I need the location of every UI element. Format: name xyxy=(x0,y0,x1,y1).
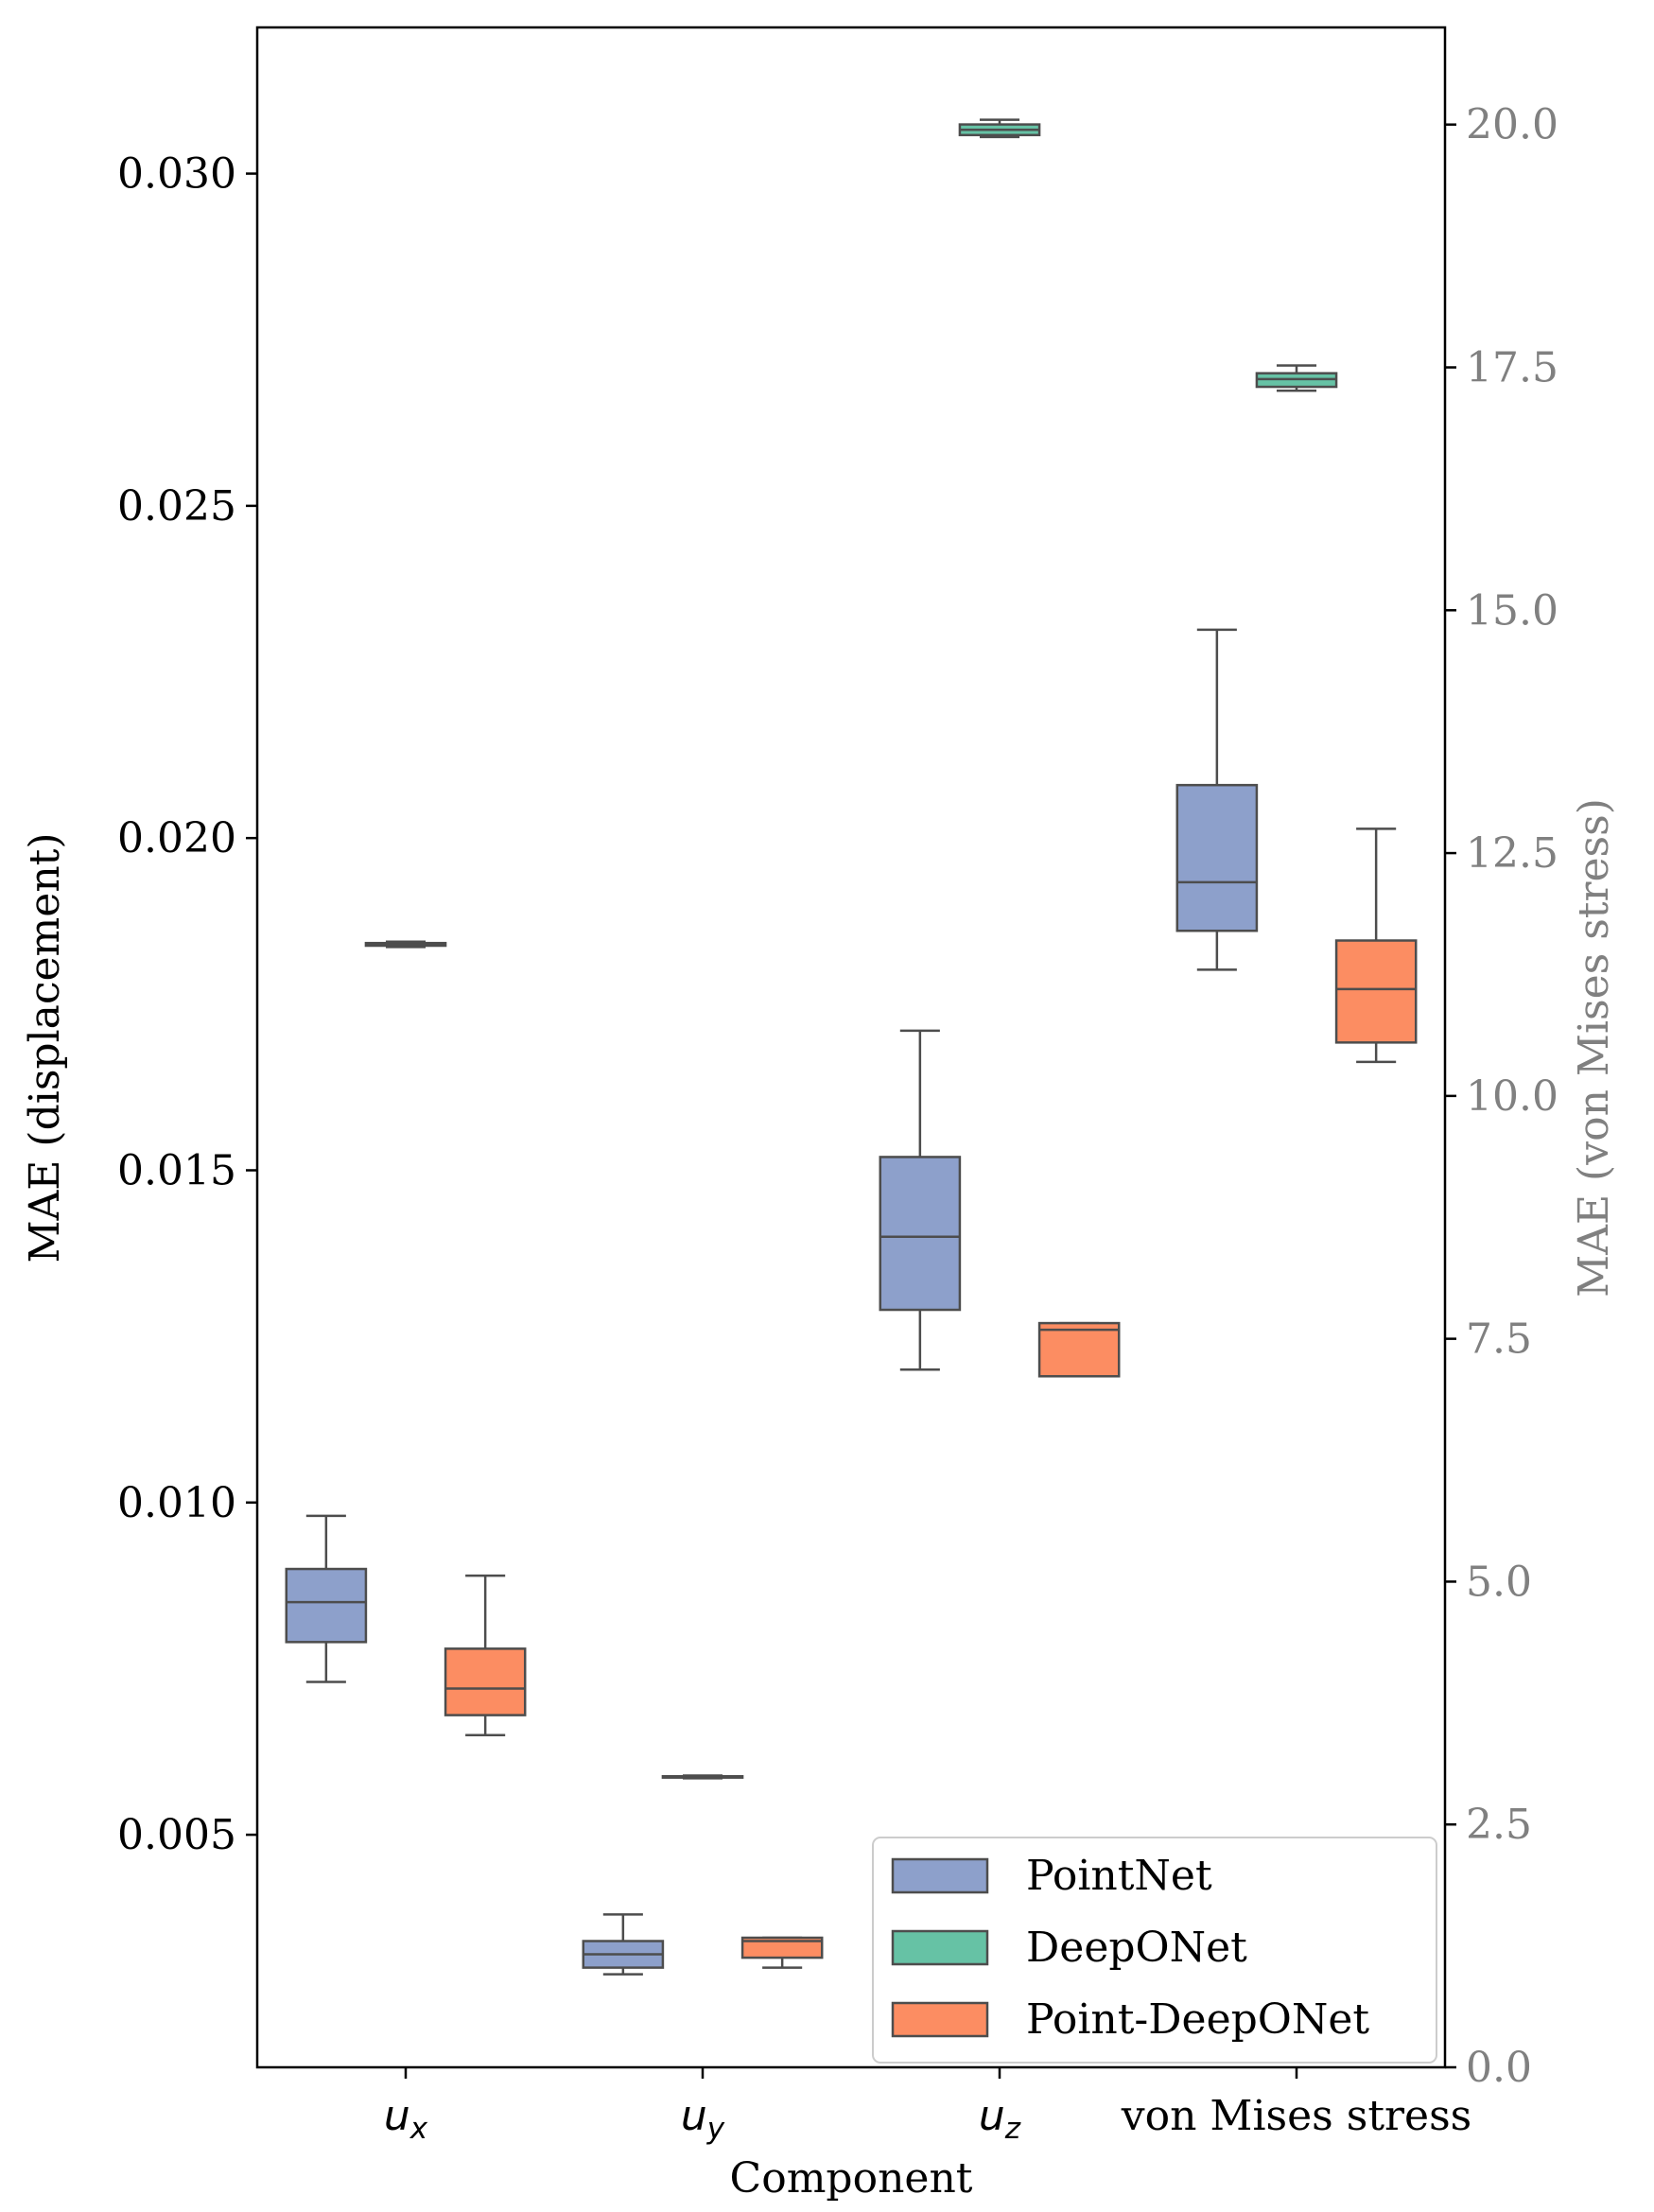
right-y-tick-label: 7.5 xyxy=(1466,1315,1532,1364)
box-iqr xyxy=(879,1156,962,1312)
y-axis-right-label: MAE (von Mises stress) xyxy=(1570,798,1618,1298)
legend-label-deeponet: DeepONet xyxy=(1026,1924,1247,1972)
right-y-tick-label: 10.0 xyxy=(1466,1072,1558,1121)
right-y-tick-label: 15.0 xyxy=(1466,586,1558,635)
left-y-tick-label: 0.025 xyxy=(117,482,236,531)
legend-frame xyxy=(872,1837,1437,2064)
right-y-tick-label: 5.0 xyxy=(1466,1558,1532,1606)
box-pointnet-u_y xyxy=(582,1913,665,1976)
legend: PointNet DeepONet Point-DeepONet xyxy=(872,1837,1437,2064)
box-deeponet-u_x xyxy=(364,940,447,949)
left-y-axis-ticks: 0.005 0.010 0.015 0.020 0.025 0.030 xyxy=(117,150,257,1859)
legend-label-pointnet: PointNet xyxy=(1026,1852,1212,1900)
box-point-deeponet-von-mises-stress xyxy=(1334,827,1418,1064)
box-series xyxy=(285,118,1418,1976)
right-y-tick-label: 0.0 xyxy=(1466,2044,1532,2092)
box-iqr xyxy=(285,1567,368,1644)
legend-swatch-deeponet xyxy=(891,1929,989,1966)
plot-area-frame xyxy=(255,26,1447,2069)
x-axis-label: Component xyxy=(730,2154,973,2203)
y-axis-left-label: MAE (displacement) xyxy=(21,832,69,1263)
right-y-tick-label: 2.5 xyxy=(1466,1801,1532,1849)
box-deeponet-u_y xyxy=(661,1774,744,1780)
right-y-tick-label: 20.0 xyxy=(1466,101,1558,149)
legend-swatch-point-deeponet xyxy=(891,2001,989,2038)
box-point-deeponet-u_x xyxy=(444,1574,527,1736)
legend-swatch-pointnet xyxy=(891,1857,989,1894)
left-y-tick-label: 0.030 xyxy=(117,150,236,199)
box-iqr xyxy=(740,1936,824,1959)
box-iqr xyxy=(1334,939,1418,1044)
left-y-tick-label: 0.020 xyxy=(117,814,236,862)
left-y-tick-label: 0.010 xyxy=(117,1479,236,1527)
x-tick-label: uy xyxy=(681,2092,725,2146)
x-tick-label: uz xyxy=(979,2092,1021,2146)
box-iqr xyxy=(1175,783,1259,932)
box-point-deeponet-u_z xyxy=(1037,1321,1121,1378)
box-deeponet-u_z xyxy=(958,118,1041,139)
x-tick-label: von Mises stress xyxy=(1121,2092,1471,2140)
right-y-tick-label: 12.5 xyxy=(1466,829,1558,878)
box-deeponet-von-mises-stress xyxy=(1255,364,1338,392)
legend-label-point-deeponet: Point-DeepONet xyxy=(1026,1995,1369,2044)
left-y-tick-label: 0.015 xyxy=(117,1146,236,1194)
right-y-tick-label: 17.5 xyxy=(1466,344,1558,392)
box-pointnet-u_x xyxy=(285,1514,368,1683)
box-point-deeponet-u_y xyxy=(740,1936,824,1969)
x-tick-label: ux xyxy=(384,2092,428,2146)
box-pointnet-u_z xyxy=(879,1029,962,1371)
right-y-axis-ticks: 0.0 2.5 5.0 7.5 10.0 12.5 15.0 17.5 20.0 xyxy=(1445,101,1558,2092)
box-iqr xyxy=(1037,1321,1121,1378)
box-iqr xyxy=(444,1647,527,1716)
box-pointnet-von-mises-stress xyxy=(1175,628,1259,971)
left-y-tick-label: 0.005 xyxy=(117,1811,236,1859)
x-axis-ticks: ux uy uz von Mises stress xyxy=(384,2067,1471,2146)
